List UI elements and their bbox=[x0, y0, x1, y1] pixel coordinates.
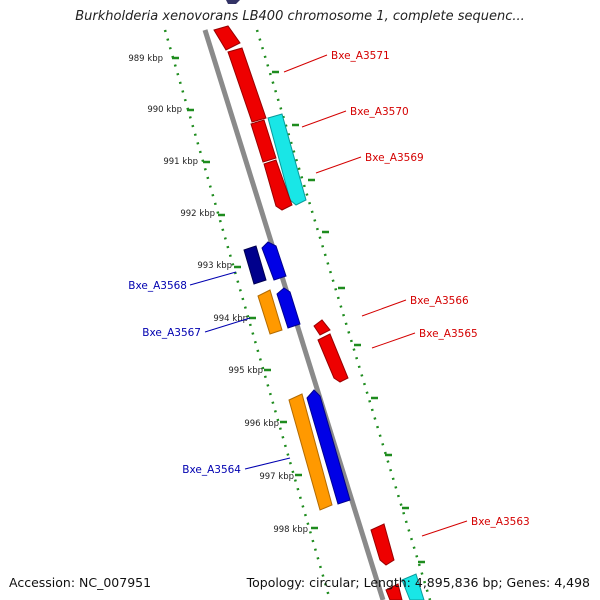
leader-a3564 bbox=[244, 457, 291, 470]
gene-a3567[interactable] bbox=[276, 287, 301, 329]
gene-a3564-orange[interactable] bbox=[288, 393, 333, 511]
leader-a3563 bbox=[421, 520, 468, 537]
gene-cyan-bottom[interactable] bbox=[401, 573, 425, 600]
ruler-label: 998 kbp bbox=[273, 525, 308, 535]
gene-a3568-navy[interactable] bbox=[243, 245, 267, 285]
gene-label-a3569[interactable]: Bxe_A3569 bbox=[365, 152, 424, 164]
gene-label-a3565[interactable]: Bxe_A3565 bbox=[419, 328, 478, 340]
leader-a3568 bbox=[189, 271, 237, 286]
reverse-strand-genes bbox=[243, 241, 351, 511]
gene-a3563[interactable] bbox=[370, 523, 395, 566]
gene-label-a3568[interactable]: Bxe_A3568 bbox=[128, 280, 187, 292]
gene-a3563-next[interactable] bbox=[385, 583, 403, 600]
outer-guide-line bbox=[255, 29, 432, 600]
gene-a3569[interactable] bbox=[263, 159, 293, 211]
gene-a3570-cyan[interactable] bbox=[267, 113, 307, 206]
gene-label-a3563[interactable]: Bxe_A3563 bbox=[471, 516, 530, 528]
map-title: Burkholderia xenovorans LB400 chromosome… bbox=[75, 9, 525, 24]
leader-a3570 bbox=[301, 110, 347, 128]
inner-ticks bbox=[172, 56, 318, 530]
leader-a3565 bbox=[371, 332, 416, 349]
ruler-label: 994 kbp bbox=[213, 314, 248, 324]
genome-summary-text: Topology: circular; Length: 4,895,836 bp… bbox=[246, 575, 590, 590]
leader-a3569 bbox=[315, 156, 362, 174]
gene-a3564[interactable] bbox=[306, 389, 351, 505]
ruler-label: 990 kbp bbox=[147, 105, 182, 115]
gene-label-a3564[interactable]: Bxe_A3564 bbox=[182, 464, 241, 476]
gene-a3571-top[interactable] bbox=[213, 25, 241, 51]
forward-strand-genes bbox=[213, 0, 425, 600]
leader-a3567 bbox=[204, 317, 251, 333]
leader-a3566 bbox=[361, 299, 407, 317]
gene-label-a3571[interactable]: Bxe_A3571 bbox=[331, 50, 390, 62]
ruler-label: 989 kbp bbox=[128, 54, 163, 64]
gene-label-a3566[interactable]: Bxe_A3566 bbox=[410, 295, 469, 307]
ruler-label: 997 kbp bbox=[259, 472, 294, 482]
ruler-label: 991 kbp bbox=[163, 157, 198, 167]
gene-a3565[interactable] bbox=[317, 333, 349, 383]
leader-a3571 bbox=[283, 54, 328, 73]
ruler-label: 995 kbp bbox=[228, 366, 263, 376]
gene-a3566-small[interactable] bbox=[313, 319, 331, 336]
gene-a3568[interactable] bbox=[261, 241, 287, 281]
ruler-label: 996 kbp bbox=[244, 419, 279, 429]
gene-a3567-orange[interactable] bbox=[257, 289, 283, 335]
gene-a3571[interactable] bbox=[227, 47, 267, 123]
gene-label-a3567[interactable]: Bxe_A3567 bbox=[142, 327, 201, 339]
outer-ticks bbox=[272, 70, 425, 564]
ruler-label: 992 kbp bbox=[180, 209, 215, 219]
ruler-label: 993 kbp bbox=[197, 261, 232, 271]
gene-bar-top-dark bbox=[226, 0, 240, 4]
gene-label-a3570[interactable]: Bxe_A3570 bbox=[350, 106, 409, 118]
accession-text: Accession: NC_007951 bbox=[9, 575, 152, 590]
gene-a3570[interactable] bbox=[250, 119, 277, 163]
